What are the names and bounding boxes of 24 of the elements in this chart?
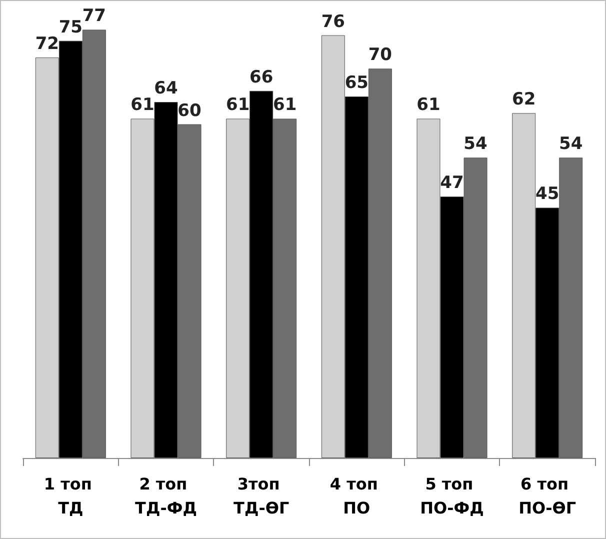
data-label: 54 <box>559 134 583 154</box>
data-label: 65 <box>344 72 369 93</box>
data-label: 70 <box>368 45 392 66</box>
data-label: 61 <box>130 95 154 116</box>
data-label: 76 <box>321 12 345 32</box>
data-label: 75 <box>58 17 83 38</box>
x-tick-label: 3топ ТД-ӨГ <box>234 474 290 518</box>
x-tick-label: 1 топ ТД <box>44 474 98 518</box>
data-label: 61 <box>416 95 440 116</box>
data-label: 47 <box>440 173 464 194</box>
data-label: 64 <box>154 78 178 98</box>
x-tick-label: 2 топ ТД-ФД <box>135 474 197 518</box>
data-label: 60 <box>178 100 202 121</box>
data-label: 61 <box>273 95 297 116</box>
data-label: 61 <box>226 95 250 116</box>
data-label: 45 <box>535 184 560 204</box>
data-label: 62 <box>512 90 536 110</box>
x-tick-label: 4 топ ПО <box>330 474 384 518</box>
data-label: 77 <box>82 6 106 26</box>
data-label: 72 <box>35 34 59 54</box>
x-tick-label: 6 топ ПО-ӨГ <box>518 474 576 518</box>
data-label: 66 <box>249 67 274 88</box>
data-label: 54 <box>464 134 488 154</box>
x-tick-label: 5 топ ПО-ФД <box>420 474 484 518</box>
